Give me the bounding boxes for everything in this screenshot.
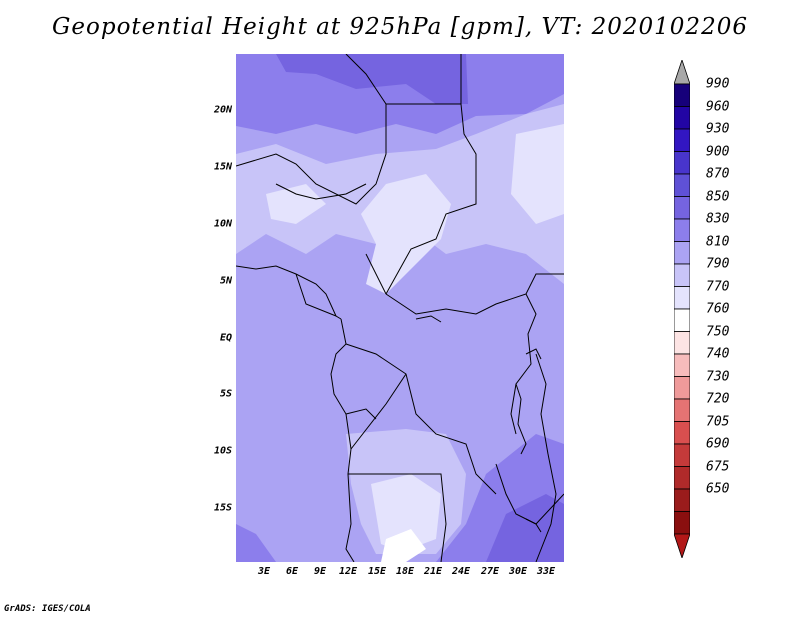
colorbar-segment — [674, 241, 690, 265]
y-tick-label: 10S — [213, 445, 232, 457]
colorbar-top-arrow — [674, 60, 690, 85]
lakes — [415, 315, 542, 533]
y-tick-label: 10N — [213, 218, 232, 230]
colorbar-label: 850 — [706, 189, 730, 204]
colorbar-label: 870 — [706, 166, 730, 182]
colorbar-segment — [674, 286, 690, 310]
field-850-se — [486, 494, 564, 562]
x-tick-label: 24E — [451, 566, 471, 577]
x-tick-label: 33E — [536, 566, 556, 577]
geopotential-map — [236, 54, 564, 562]
colorbar-segment — [674, 353, 690, 377]
colorbar-label: 770 — [706, 279, 730, 294]
grads-credit: GrADS: IGES/COLA — [4, 604, 91, 614]
x-tick-label: 12E — [338, 566, 358, 577]
colorbar-label: 960 — [706, 99, 730, 114]
y-tick-label: 20N — [213, 104, 232, 116]
colorbar-segment — [674, 106, 690, 130]
map-panel — [236, 54, 564, 562]
field-830-sw — [236, 524, 276, 562]
colorbar-label: 690 — [706, 436, 730, 452]
map-title: Geopotential Height at 925hPa [gpm], VT:… — [52, 14, 748, 40]
colorbar-segment — [674, 331, 690, 355]
field-770-b — [511, 124, 564, 224]
colorbar-label: 830 — [706, 211, 730, 227]
colorbar-segment — [674, 421, 690, 445]
colorbar-label: 730 — [706, 369, 730, 384]
colorbar-segment — [674, 263, 690, 287]
field-760-south — [381, 529, 426, 562]
field-850 — [276, 54, 468, 104]
y-tick-label: 15S — [213, 502, 232, 514]
colorbar-label: 650 — [706, 481, 730, 497]
x-tick-label: 27E — [480, 566, 500, 577]
y-tick-label: EQ — [219, 332, 232, 344]
colorbar-bottom-arrow — [674, 533, 690, 558]
colorbar-label: 810 — [706, 234, 730, 249]
colorbar-label: 760 — [706, 301, 730, 317]
colorbar-label: 790 — [706, 256, 730, 272]
y-tick-label: 15N — [213, 161, 232, 173]
colorbar-label: 900 — [706, 144, 730, 159]
colorbar-segment — [674, 511, 690, 535]
field-770-south — [371, 474, 441, 552]
field-770-a — [361, 174, 451, 294]
y-tick-label: 5S — [219, 388, 232, 400]
colorbar-segment — [674, 128, 690, 152]
colorbar-label: 720 — [706, 391, 730, 407]
x-tick-label: 3E — [257, 566, 271, 577]
colorbar-segment — [674, 151, 690, 175]
x-tick-label: 6E — [285, 566, 299, 577]
colorbar-segment — [674, 83, 690, 107]
country-borders — [236, 54, 564, 562]
colorbar-label: 705 — [706, 414, 730, 429]
x-tick-label: 9E — [313, 566, 327, 577]
colorbar-segment — [674, 376, 690, 400]
x-tick-label: 18E — [395, 566, 415, 577]
x-tick-label: 30E — [508, 566, 528, 577]
x-tick-label: 15E — [367, 566, 387, 577]
field-770-c — [266, 184, 326, 224]
y-tick-label: 5N — [219, 275, 232, 287]
colorbar-segment — [674, 218, 690, 242]
colorbar-segment — [674, 308, 690, 332]
colorbar-label: 740 — [706, 346, 730, 362]
colorbar-segment — [674, 196, 690, 220]
colorbar-label: 675 — [706, 459, 730, 474]
colorbar — [674, 60, 690, 558]
colorbar-segment — [674, 173, 690, 197]
x-tick-label: 21E — [423, 566, 443, 577]
colorbar-segment — [674, 443, 690, 467]
colorbar-segment — [674, 398, 690, 422]
colorbar-label: 990 — [706, 76, 730, 92]
colorbar-label: 930 — [706, 121, 730, 137]
colorbar-label: 750 — [706, 324, 730, 339]
colorbar-segment — [674, 488, 690, 512]
colorbar-segment — [674, 466, 690, 490]
